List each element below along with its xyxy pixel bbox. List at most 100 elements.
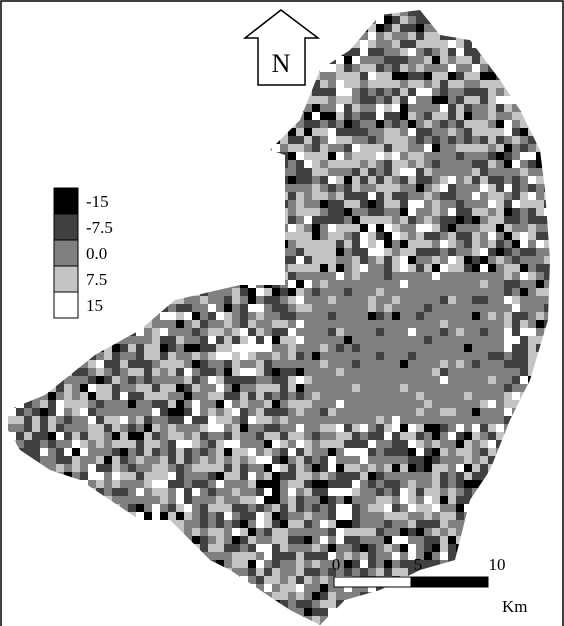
raster-cell (312, 472, 320, 480)
raster-cell (408, 232, 416, 240)
raster-cell (384, 280, 392, 288)
raster-cell (536, 560, 544, 568)
raster-cell (256, 232, 264, 240)
raster-cell (24, 288, 32, 296)
raster-cell (360, 16, 368, 24)
raster-cell (88, 496, 96, 504)
raster-cell (192, 480, 200, 488)
raster-cell (192, 96, 200, 104)
raster-cell (120, 40, 128, 48)
raster-cell (104, 360, 112, 368)
raster-cell (200, 504, 208, 512)
raster-cell (224, 560, 232, 568)
raster-cell (72, 328, 80, 336)
raster-cell (456, 16, 464, 24)
raster-cell (184, 456, 192, 464)
raster-cell (240, 488, 248, 496)
raster-cell (40, 320, 48, 328)
raster-cell (456, 528, 464, 536)
raster-cell (488, 352, 496, 360)
raster-cell (464, 48, 472, 56)
raster-cell (120, 80, 128, 88)
raster-cell (552, 360, 560, 368)
raster-cell (208, 248, 216, 256)
raster-cell (544, 160, 552, 168)
raster-cell (384, 232, 392, 240)
raster-cell (480, 248, 488, 256)
raster-cell (80, 160, 88, 168)
raster-cell (168, 80, 176, 88)
raster-cell (416, 144, 424, 152)
raster-cell (456, 312, 464, 320)
raster-cell (16, 240, 24, 248)
raster-cell (376, 232, 384, 240)
raster-cell (56, 144, 64, 152)
raster-cell (232, 368, 240, 376)
raster-cell (80, 32, 88, 40)
raster-cell (416, 376, 424, 384)
raster-cell (112, 328, 120, 336)
raster-cell (280, 456, 288, 464)
raster-cell (32, 304, 40, 312)
raster-cell (40, 24, 48, 32)
raster-cell (368, 304, 376, 312)
raster-cell (304, 520, 312, 528)
raster-cell (288, 432, 296, 440)
raster-cell (112, 272, 120, 280)
raster-cell (96, 288, 104, 296)
raster-cell (424, 408, 432, 416)
raster-cell (456, 400, 464, 408)
raster-cell (392, 336, 400, 344)
raster-cell (40, 120, 48, 128)
raster-cell (536, 320, 544, 328)
raster-cell (376, 32, 384, 40)
raster-cell (144, 528, 152, 536)
raster-cell (328, 440, 336, 448)
raster-cell (344, 424, 352, 432)
raster-cell (520, 488, 528, 496)
raster-cell (152, 336, 160, 344)
raster-cell (128, 416, 136, 424)
raster-cell (176, 304, 184, 312)
raster-cell (528, 512, 536, 520)
raster-cell (136, 224, 144, 232)
raster-cell (528, 192, 536, 200)
raster-cell (392, 88, 400, 96)
raster-cell (152, 24, 160, 32)
raster-cell (32, 416, 40, 424)
raster-cell (488, 128, 496, 136)
raster-cell (296, 520, 304, 528)
raster-cell (392, 456, 400, 464)
raster-cell (256, 200, 264, 208)
raster-cell (496, 536, 504, 544)
raster-cell (416, 520, 424, 528)
raster-cell (488, 472, 496, 480)
raster-cell (440, 152, 448, 160)
raster-cell (536, 136, 544, 144)
raster-cell (424, 416, 432, 424)
raster-cell (544, 104, 552, 112)
raster-cell (120, 368, 128, 376)
raster-cell (160, 304, 168, 312)
raster-cell (368, 160, 376, 168)
raster-cell (496, 464, 504, 472)
raster-cell (416, 488, 424, 496)
raster-cell (48, 360, 56, 368)
raster-cell (96, 520, 104, 528)
raster-cell (400, 368, 408, 376)
raster-cell (40, 416, 48, 424)
raster-cell (528, 464, 536, 472)
raster-cell (448, 320, 456, 328)
raster-cell (192, 248, 200, 256)
raster-cell (456, 472, 464, 480)
raster-cell (256, 224, 264, 232)
raster-cell (56, 416, 64, 424)
raster-cell (304, 456, 312, 464)
raster-cell (152, 432, 160, 440)
raster-cell (184, 392, 192, 400)
raster-cell (88, 400, 96, 408)
raster-cell (176, 96, 184, 104)
raster-cell (360, 296, 368, 304)
raster-cell (384, 72, 392, 80)
raster-cell (112, 88, 120, 96)
